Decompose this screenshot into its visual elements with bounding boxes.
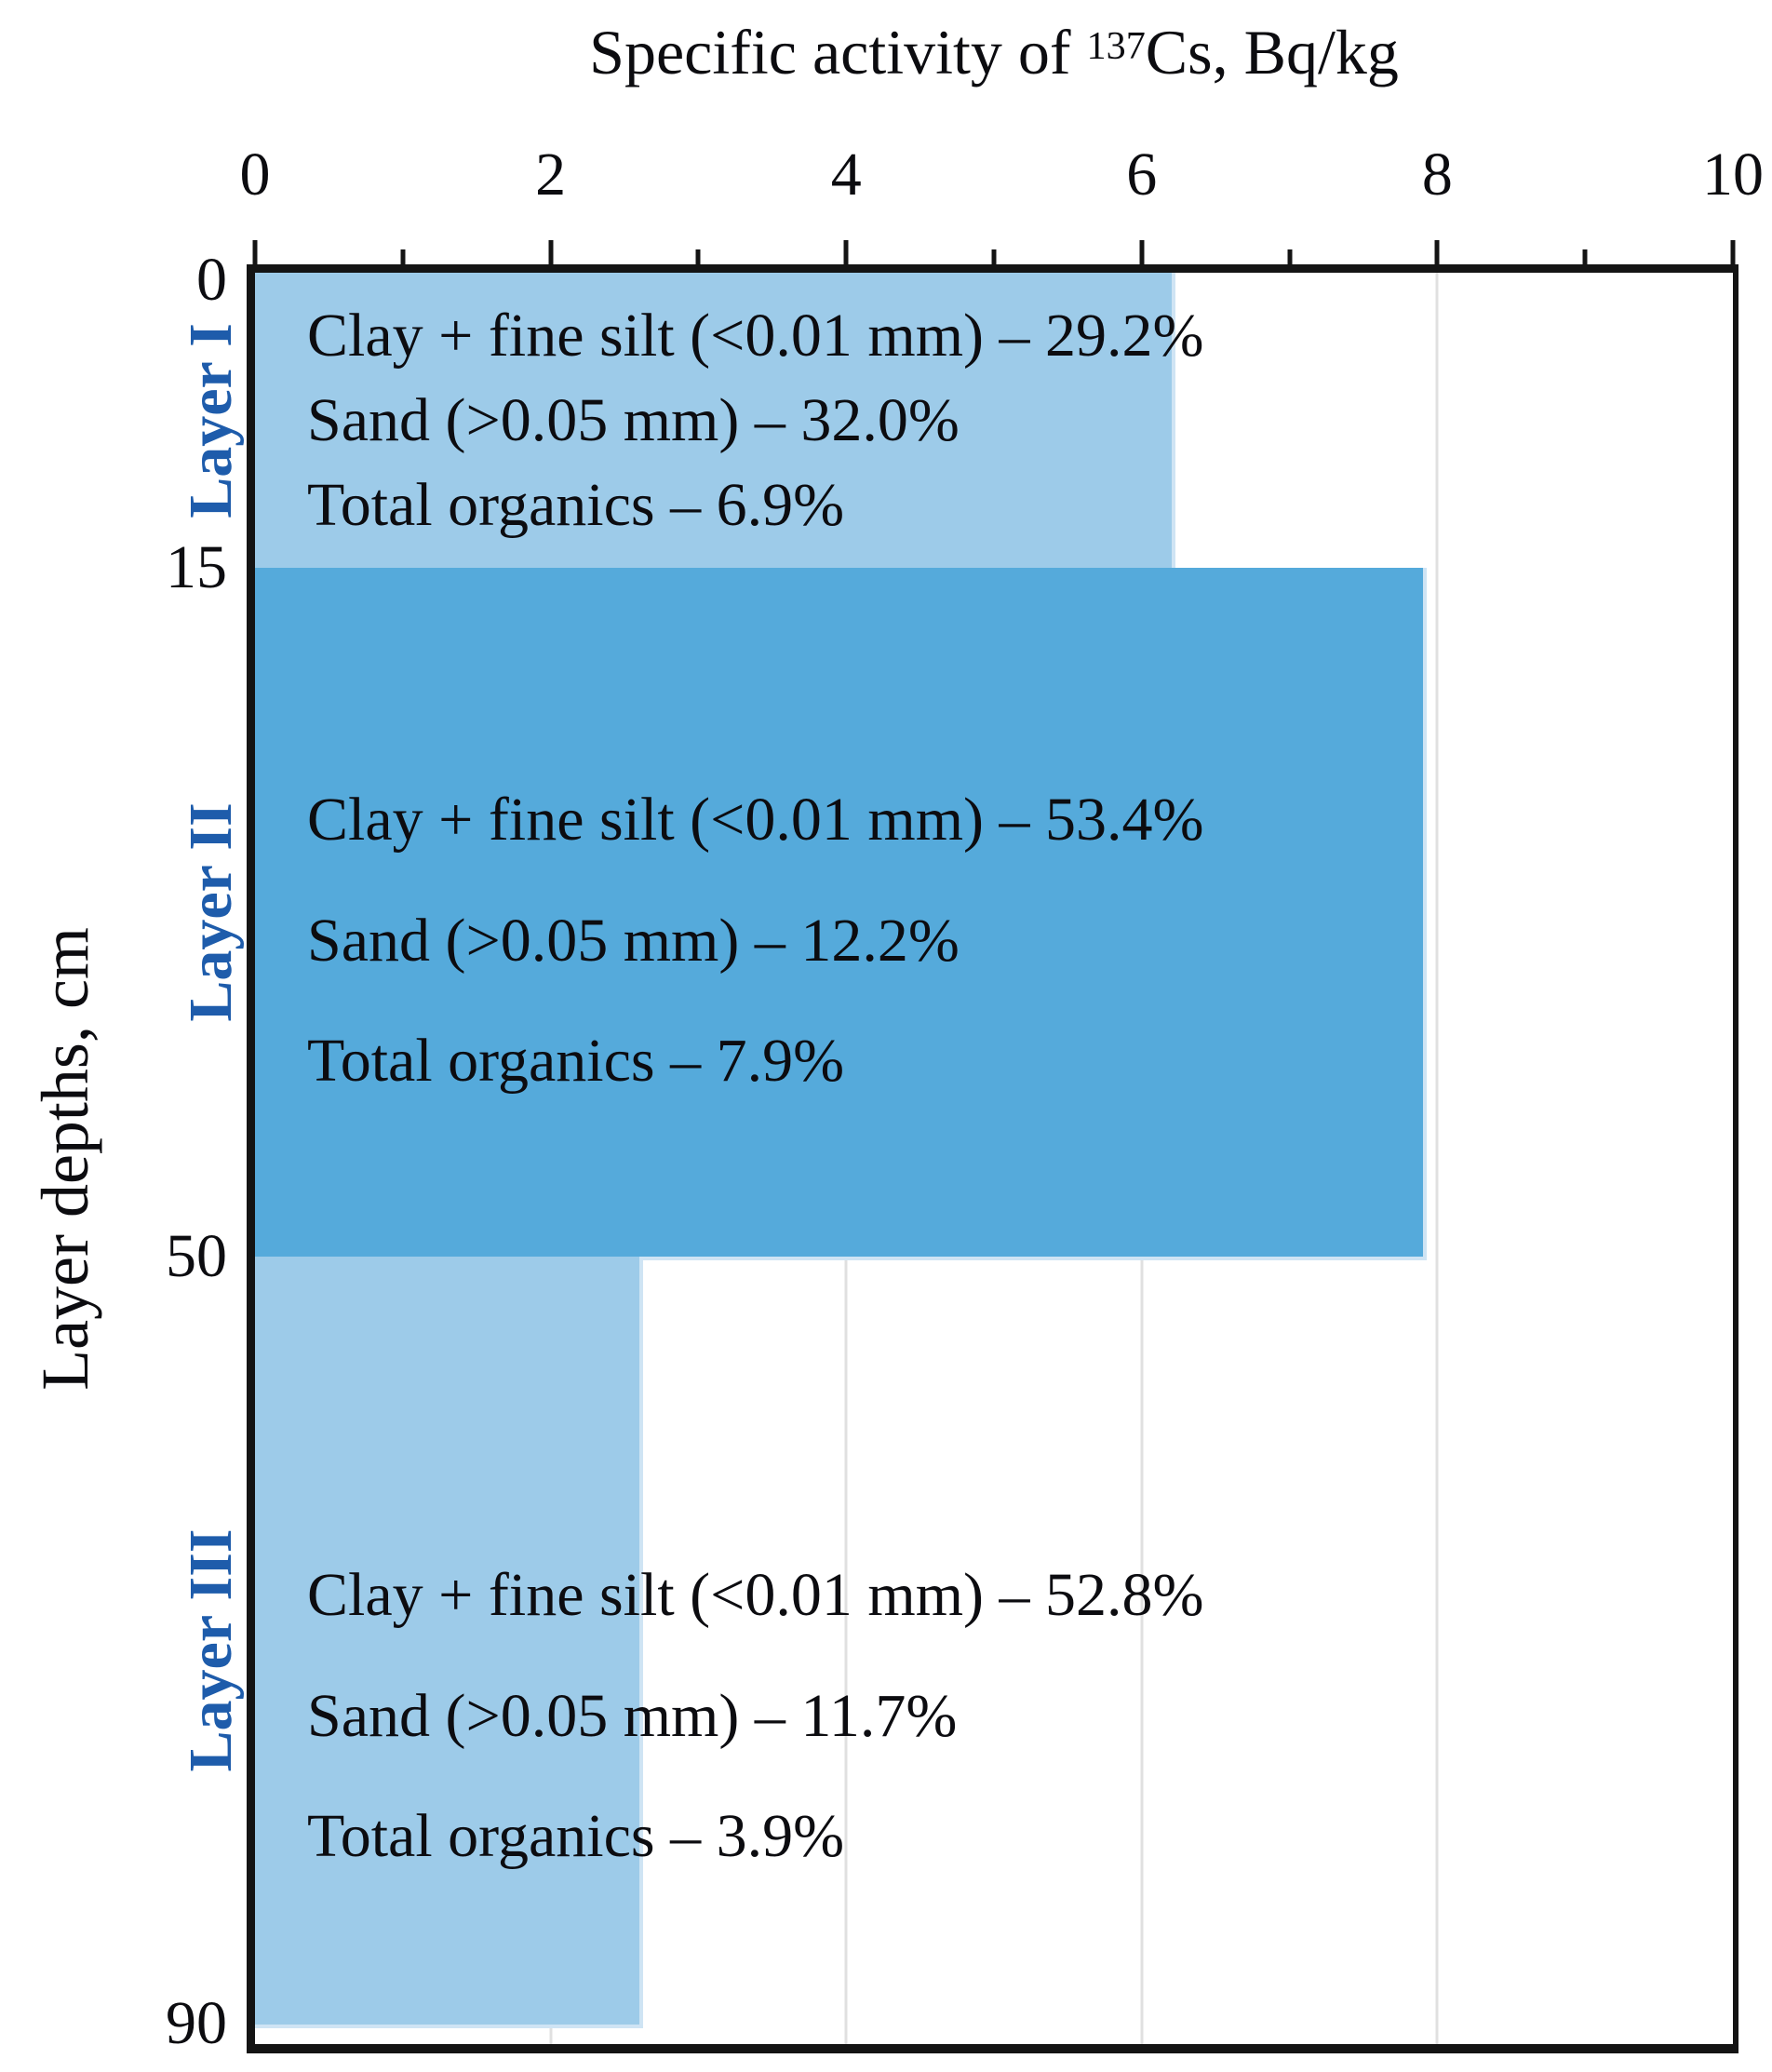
- x-tick-label: 2: [535, 141, 567, 209]
- layer-ii-bar: [255, 568, 1427, 1261]
- layer-iii-band: Clay + fine silt (<0.01 mm) – 52.8% Sand…: [255, 1257, 1733, 2044]
- x-minor-tick: [400, 249, 406, 264]
- x-minor-tick: [695, 249, 701, 264]
- x-major-tick: [548, 240, 554, 264]
- annotation-line: Total organics – 7.9%: [307, 1026, 845, 1095]
- x-tick-label: 8: [1421, 141, 1453, 209]
- x-tick-label: 4: [830, 141, 862, 209]
- annotation-line: Clay + fine silt (<0.01 mm) – 29.2%: [307, 301, 1204, 370]
- x-major-tick: [252, 240, 258, 264]
- x-tick-label: 0: [239, 141, 271, 209]
- y-axis-label: Layer depths, cm: [28, 926, 102, 1391]
- y-tick-label: 50: [166, 1222, 227, 1291]
- x-tick-label: 10: [1702, 141, 1764, 209]
- annotation-line: Total organics – 6.9%: [307, 471, 845, 540]
- layer-iii-bar: [255, 1257, 643, 2028]
- layer-i-band: Clay + fine silt (<0.01 mm) – 29.2% Sand…: [255, 273, 1733, 568]
- layer-ii-label: Layer II: [177, 802, 245, 1022]
- annotation-line: Sand (>0.05 mm) – 32.0%: [307, 385, 960, 454]
- layer-ii-band: Clay + fine silt (<0.01 mm) – 53.4% Sand…: [255, 568, 1733, 1257]
- x-minor-tick: [1287, 249, 1293, 264]
- layer-i-annotation: Clay + fine silt (<0.01 mm) – 29.2% Sand…: [255, 299, 1733, 543]
- layer-ii-annotation: Clay + fine silt (<0.01 mm) – 53.4% Sand…: [255, 783, 1733, 1097]
- x-major-tick: [1434, 240, 1440, 264]
- annotation-line: Clay + fine silt (<0.01 mm) – 52.8%: [307, 1561, 1204, 1630]
- annotation-line: Total organics – 3.9%: [307, 1801, 845, 1870]
- isotope-superscript: 137: [1086, 23, 1146, 68]
- plot-area: Clay + fine silt (<0.01 mm) – 29.2% Sand…: [255, 273, 1733, 2044]
- chart-title-prefix: Specific activity of: [589, 17, 1087, 87]
- y-tick-label: 0: [196, 246, 227, 314]
- layer-i-bar: [255, 273, 1175, 569]
- annotation-line: Clay + fine silt (<0.01 mm) – 53.4%: [307, 786, 1204, 854]
- chart-title: Specific activity of 137Cs, Bq/kg: [255, 15, 1733, 91]
- x-minor-tick: [991, 249, 997, 264]
- y-tick-label: 90: [166, 1989, 227, 2057]
- layer-iii-annotation: Clay + fine silt (<0.01 mm) – 52.8% Sand…: [255, 1558, 1733, 1873]
- annotation-line: Sand (>0.05 mm) – 11.7%: [307, 1681, 958, 1750]
- x-minor-tick: [1582, 249, 1588, 264]
- y-tick-label: 15: [166, 533, 227, 602]
- annotation-line: Sand (>0.05 mm) – 12.2%: [307, 906, 960, 975]
- x-major-tick: [1139, 240, 1145, 264]
- x-major-tick: [843, 240, 849, 264]
- chart-title-suffix: Cs, Bq/kg: [1145, 17, 1399, 87]
- layer-i-label: Layer I: [177, 322, 245, 518]
- x-tick-label: 6: [1126, 141, 1158, 209]
- x-major-tick: [1730, 240, 1736, 264]
- gridline: [1435, 273, 1439, 2044]
- layer-iii-label: Layer III: [177, 1528, 245, 1772]
